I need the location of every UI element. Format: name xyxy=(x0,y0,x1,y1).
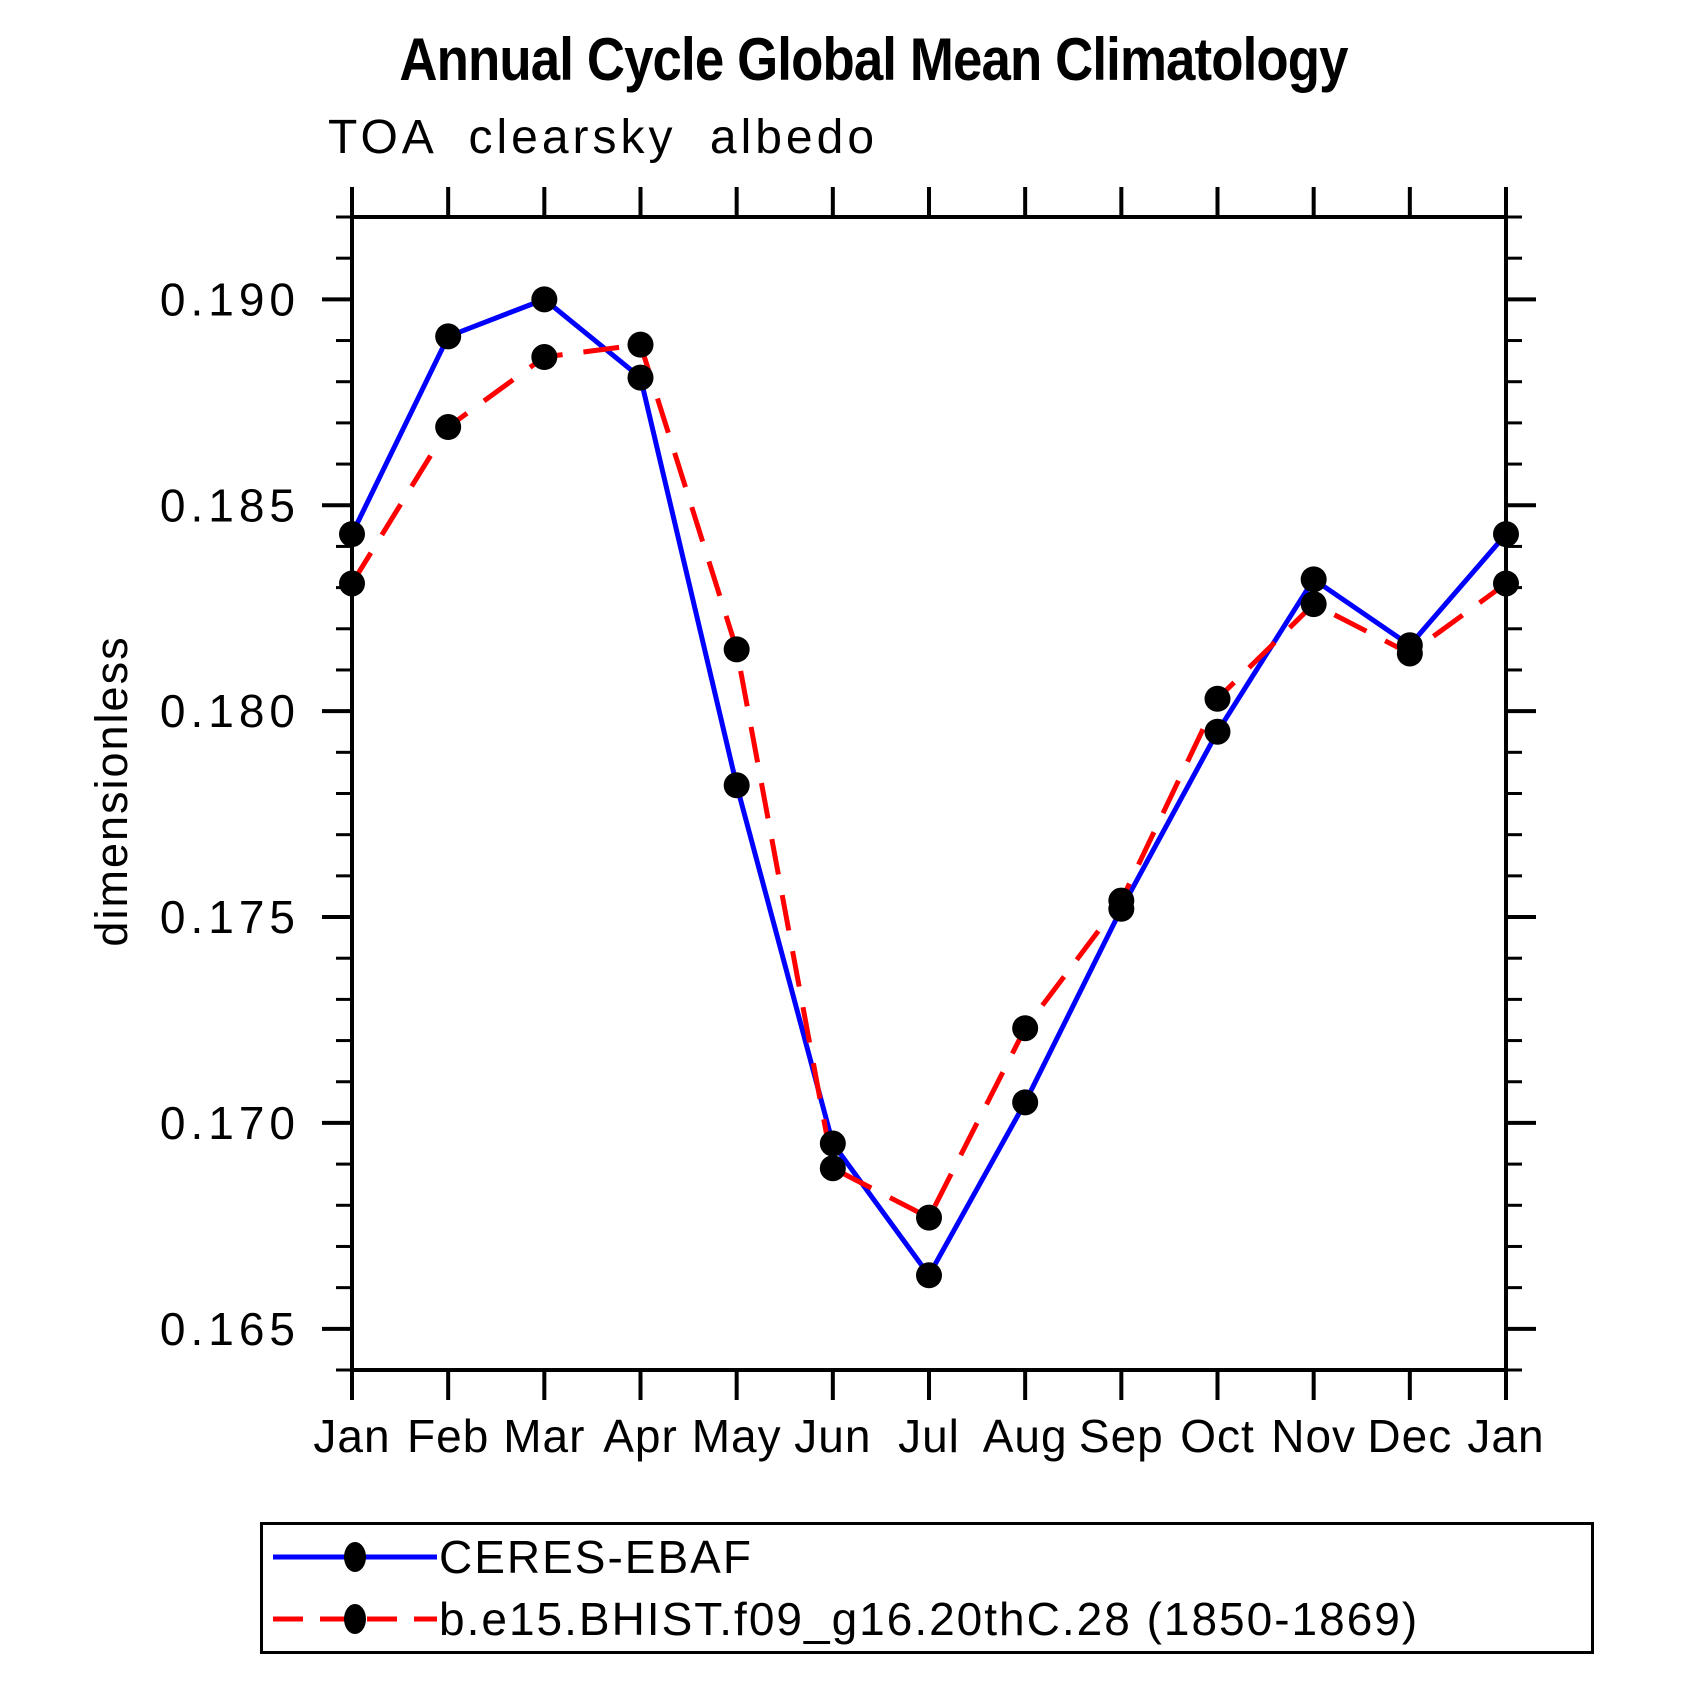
x-tick-label: Jan xyxy=(313,1410,390,1462)
chart-title: Annual Cycle Global Mean Climatology xyxy=(399,26,1348,93)
data-point-marker-s1 xyxy=(339,570,365,597)
data-point-marker-s1 xyxy=(435,414,462,441)
x-tick-label: Aug xyxy=(983,1410,1068,1462)
data-point-marker-s0 xyxy=(339,521,365,548)
y-tick-label: 0.190 xyxy=(160,273,300,325)
x-tick-label: May xyxy=(692,1410,782,1462)
x-tick-label: Nov xyxy=(1271,1410,1356,1462)
data-point-marker-s0 xyxy=(627,364,654,391)
data-point-marker-s0 xyxy=(1300,566,1327,593)
data-point-marker-s0 xyxy=(1493,521,1519,548)
data-point-marker-s0 xyxy=(819,1130,846,1157)
data-point-marker-s1 xyxy=(627,331,654,358)
legend-sample-solid-line xyxy=(273,1542,437,1573)
data-point-marker-s0 xyxy=(435,323,462,350)
legend-box: CERES-EBAF b.e15.BHIST.f09_g16.20thC.28 … xyxy=(260,1522,1594,1654)
y-tick-label: 0.180 xyxy=(160,685,300,737)
x-tick-label: Jun xyxy=(794,1410,871,1462)
data-point-marker-s1 xyxy=(819,1155,846,1182)
data-point-marker-s0 xyxy=(916,1262,942,1289)
y-tick-label: 0.185 xyxy=(160,479,300,531)
legend-label-model: b.e15.BHIST.f09_g16.20thC.28 (1850-1869) xyxy=(439,1592,1420,1645)
series-line-0 xyxy=(349,296,1508,1280)
chart-subtitle: TOA clearsky albedo xyxy=(328,111,879,164)
data-point-marker-s0 xyxy=(1012,1089,1039,1116)
data-point-marker-s1 xyxy=(1108,887,1135,914)
x-tick-label: Apr xyxy=(603,1410,678,1462)
data-point-marker-s1 xyxy=(916,1204,942,1231)
legend-item-ceres: CERES-EBAF xyxy=(263,1528,1591,1586)
axis-frame xyxy=(350,215,1508,1372)
data-point-marker-s0 xyxy=(531,286,558,313)
x-tick-label: Dec xyxy=(1367,1410,1452,1462)
data-point-marker-s1 xyxy=(1204,685,1231,712)
data-point-marker-s0 xyxy=(1204,718,1231,745)
x-tick-label: Jul xyxy=(898,1410,960,1462)
data-point-marker-s0 xyxy=(723,772,750,799)
x-tick-label: Jan xyxy=(1467,1410,1544,1462)
data-point-marker-s1 xyxy=(531,344,558,371)
data-point-marker-s1 xyxy=(1396,640,1423,667)
y-tick-label: 0.170 xyxy=(160,1097,300,1149)
data-point-marker-s1 xyxy=(723,636,750,663)
data-point-marker-s1 xyxy=(1012,1015,1039,1042)
series-line-1 xyxy=(349,341,1508,1222)
x-tick-label: Mar xyxy=(503,1410,585,1462)
legend-sample-dashed-line xyxy=(273,1603,437,1634)
legend-item-model: b.e15.BHIST.f09_g16.20thC.28 (1850-1869) xyxy=(263,1590,1591,1648)
legend-marker-dot xyxy=(344,1603,366,1634)
data-point-marker-s1 xyxy=(1300,591,1327,618)
x-tick-label: Sep xyxy=(1079,1410,1164,1462)
y-tick-label: 0.175 xyxy=(160,891,300,943)
x-tick-label: Feb xyxy=(407,1410,489,1462)
x-tick-label: Oct xyxy=(1180,1410,1255,1462)
y-tick-label: 0.165 xyxy=(160,1303,300,1355)
legend-label-ceres: CERES-EBAF xyxy=(439,1531,753,1584)
legend-marker-dot xyxy=(344,1542,366,1573)
data-point-marker-s1 xyxy=(1493,570,1519,597)
